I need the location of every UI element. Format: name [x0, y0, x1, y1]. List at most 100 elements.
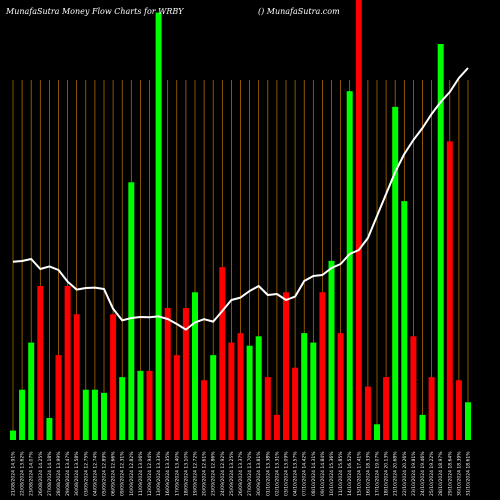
x-tick-label: 13/09/2024 13.33% [156, 451, 162, 496]
x-tick-label: 21/10/2024 20.68% [393, 451, 399, 496]
x-tick-label: 29/10/2024 18.64% [447, 451, 453, 496]
volume-bar [264, 377, 271, 440]
x-tick-label: 16/09/2024 13.35% [165, 451, 171, 496]
chart-title: MunafaSutra Money Flow Charts for WRBY [5, 7, 184, 16]
volume-bar [164, 308, 171, 440]
volume-bar [292, 367, 299, 440]
x-tick-label: 29/08/2024 13.47% [65, 451, 71, 496]
volume-bar [319, 292, 326, 440]
x-axis-ticks: 21/08/2024 14.91% 22/08/2024 13.62% 23/08/… [11, 451, 472, 496]
x-tick-label: 25/10/2024 19.22% [429, 451, 435, 496]
x-tick-label: 21/08/2024 14.91% [11, 451, 17, 496]
volume-bar [237, 333, 244, 440]
volume-bar [46, 418, 53, 440]
x-tick-label: 04/10/2024 13.57% [293, 451, 299, 496]
x-tick-label: 07/10/2024 14.42% [302, 451, 308, 496]
volume-bar [465, 402, 471, 440]
x-tick-label: 22/08/2024 13.62% [20, 451, 26, 496]
x-tick-label: 17/10/2024 19.07% [375, 451, 381, 496]
volume-bar [37, 286, 44, 440]
x-tick-label: 15/10/2024 17.41% [356, 451, 362, 496]
x-tick-label: 26/08/2024 14.25% [38, 451, 44, 496]
x-tick-label: 18/10/2024 20.13% [384, 451, 390, 496]
x-tick-label: 19/09/2024 12.72% [193, 451, 199, 496]
volume-bar [192, 292, 198, 440]
x-tick-label: 10/09/2024 12.82% [129, 451, 135, 496]
volume-bar [419, 414, 426, 440]
volume-bar [10, 430, 16, 440]
x-tick-label: 10/10/2024 15.36% [329, 451, 335, 496]
volume-bar [364, 386, 371, 440]
x-tick-label: 16/10/2024 18.33% [365, 451, 371, 496]
x-tick-label: 23/09/2024 12.86% [211, 451, 217, 496]
x-tick-label: 09/09/2024 12.31% [120, 451, 126, 496]
volume-bar [101, 392, 107, 440]
volume-bar [82, 389, 89, 440]
x-tick-label: 09/10/2024 14.84% [320, 451, 326, 496]
volume-bar [64, 286, 71, 440]
x-tick-label: 01/10/2024 13.38% [265, 451, 271, 496]
x-tick-label: 04/09/2024 12.74% [92, 451, 98, 496]
x-tick-label: 30/10/2024 18.39% [456, 451, 462, 496]
x-tick-label: 31/10/2024 18.61% [466, 451, 472, 496]
volume-bar [19, 389, 26, 440]
volume-bar [182, 308, 189, 440]
volume-bar [137, 370, 144, 440]
x-tick-label: 24/10/2024 19.46% [420, 451, 426, 496]
volume-bar [110, 314, 117, 440]
volume-bar [219, 267, 226, 440]
volume-bar [128, 182, 135, 441]
x-tick-label: 27/09/2024 13.70% [247, 451, 253, 496]
volume-bar [73, 314, 80, 440]
x-tick-label: 23/08/2024 14.07% [29, 451, 35, 496]
x-tick-label: 05/09/2024 12.89% [102, 451, 108, 496]
x-tick-label: 11/09/2024 13.06% [138, 451, 144, 496]
chart-subtitle: () MunafaSutra.com [258, 7, 340, 16]
volume-bar [119, 377, 126, 440]
volume-bar [346, 91, 353, 441]
volume-bar [410, 336, 417, 440]
volume-bar [455, 380, 462, 440]
volume-bar [228, 342, 235, 440]
x-tick-label: 11/10/2024 15.85% [338, 451, 344, 496]
x-tick-label: 26/09/2024 13.37% [238, 451, 244, 496]
x-tick-label: 28/08/2024 13.99% [56, 451, 62, 496]
volume-bar [437, 44, 444, 440]
volume-bar [355, 0, 362, 440]
volume-bar [428, 377, 435, 440]
volume-bar [283, 292, 289, 440]
volume-bar [310, 342, 317, 440]
x-tick-label: 23/10/2024 19.81% [411, 451, 417, 496]
x-tick-label: 18/09/2024 13.10% [183, 451, 189, 496]
volume-bar [173, 355, 180, 440]
volume-bar [392, 106, 399, 440]
x-tick-label: 14/10/2024 16.52% [347, 451, 353, 496]
volume-bar [28, 342, 35, 440]
volume-bar [273, 414, 280, 440]
volume-bar [246, 345, 253, 440]
volume-bar [401, 201, 408, 440]
x-tick-label: 12/09/2024 12.94% [147, 451, 153, 496]
volume-bars [10, 0, 471, 441]
volume-bar [374, 424, 380, 440]
x-tick-label: 24/09/2024 12.92% [220, 451, 226, 496]
volume-bar [55, 355, 62, 440]
x-tick-label: 03/10/2024 13.09% [284, 451, 290, 496]
volume-bar [337, 333, 344, 440]
volume-bar [91, 389, 98, 440]
volume-bar [146, 370, 153, 440]
x-tick-label: 17/09/2024 13.40% [174, 451, 180, 496]
volume-bar [155, 12, 162, 440]
volume-bar [201, 380, 208, 440]
x-tick-label: 20/09/2024 12.61% [202, 451, 208, 496]
x-tick-label: 30/08/2024 13.58% [74, 451, 80, 496]
x-tick-label: 25/09/2024 13.25% [229, 451, 235, 496]
volume-bar [301, 333, 308, 440]
volume-bar [328, 260, 335, 440]
volume-bar [446, 141, 453, 440]
volume-bar [383, 377, 390, 440]
x-tick-label: 28/10/2024 18.97% [438, 451, 444, 496]
volume-bar [255, 336, 262, 440]
x-tick-label: 02/10/2024 13.31% [274, 451, 280, 496]
